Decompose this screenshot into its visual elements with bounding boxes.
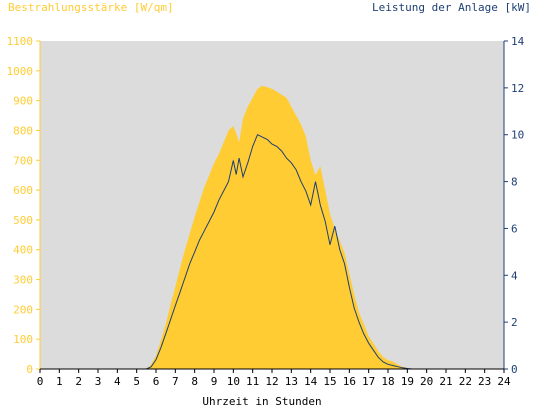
x-tick-label: 10 [227,375,240,388]
left-tick-label: 1100 [7,35,34,48]
x-tick-label: 13 [285,375,298,388]
right-axis-title: Leistung der Anlage [kW] [372,1,531,14]
right-tick-label: 0 [511,363,518,376]
right-tick-label: 8 [511,176,518,189]
x-tick-label: 4 [114,375,121,388]
x-tick-label: 6 [153,375,160,388]
x-tick-label: 18 [381,375,394,388]
x-tick-label: 0 [37,375,44,388]
x-tick-label: 3 [95,375,102,388]
x-axis-ticks: 0 1 2 3 4 5 6 7 8 9 10 11 12 13 14 15 16 17 18 19 20 21 22 23 24 [37,369,511,388]
right-axis-ticks: 0 2 4 6 8 10 12 14 [504,35,525,376]
left-tick-label: 400 [13,244,33,257]
left-tick-label: 700 [13,154,33,167]
x-tick-label: 5 [133,375,140,388]
left-tick-label: 100 [13,333,33,346]
right-tick-label: 12 [511,82,524,95]
right-tick-label: 6 [511,222,518,235]
x-axis-title: Uhrzeit in Stunden [202,395,321,408]
x-tick-label: 2 [75,375,82,388]
x-tick-label: 19 [401,375,414,388]
left-tick-label: 1000 [7,65,34,78]
x-tick-label: 11 [246,375,259,388]
right-tick-label: 10 [511,129,524,142]
x-tick-label: 14 [304,375,318,388]
right-tick-label: 4 [511,269,518,282]
x-tick-label: 8 [191,375,198,388]
left-tick-label: 900 [13,95,33,108]
left-tick-label: 300 [13,274,33,287]
right-tick-label: 2 [511,316,518,329]
left-tick-label: 500 [13,214,33,227]
x-tick-label: 16 [343,375,356,388]
x-tick-label: 12 [265,375,278,388]
left-tick-label: 600 [13,184,33,197]
left-axis-ticks: 0 100 200 300 400 500 600 700 800 900 1000 1100 [7,35,40,376]
x-tick-label: 20 [420,375,433,388]
x-tick-label: 1 [56,375,63,388]
x-tick-label: 15 [323,375,336,388]
irradiance-area [40,85,504,369]
left-tick-label: 800 [13,124,33,137]
x-tick-label: 9 [211,375,218,388]
x-tick-label: 7 [172,375,179,388]
x-tick-label: 24 [497,375,511,388]
x-tick-label: 22 [459,375,472,388]
x-tick-label: 21 [439,375,452,388]
x-tick-label: 23 [478,375,491,388]
x-tick-label: 17 [362,375,375,388]
right-tick-label: 14 [511,35,525,48]
left-axis-title: Bestrahlungsstärke [W/qm] [8,1,174,14]
left-tick-label: 200 [13,303,33,316]
left-tick-label: 0 [26,363,33,376]
power-line [40,134,504,370]
